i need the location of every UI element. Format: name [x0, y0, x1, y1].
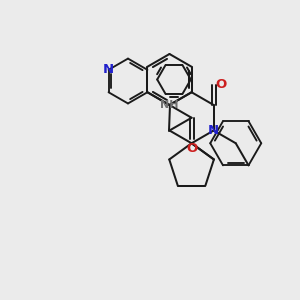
Text: O: O [216, 78, 227, 91]
Text: NH: NH [160, 100, 179, 110]
Text: O: O [186, 142, 197, 155]
Text: N: N [208, 124, 219, 137]
Text: N: N [103, 63, 114, 76]
